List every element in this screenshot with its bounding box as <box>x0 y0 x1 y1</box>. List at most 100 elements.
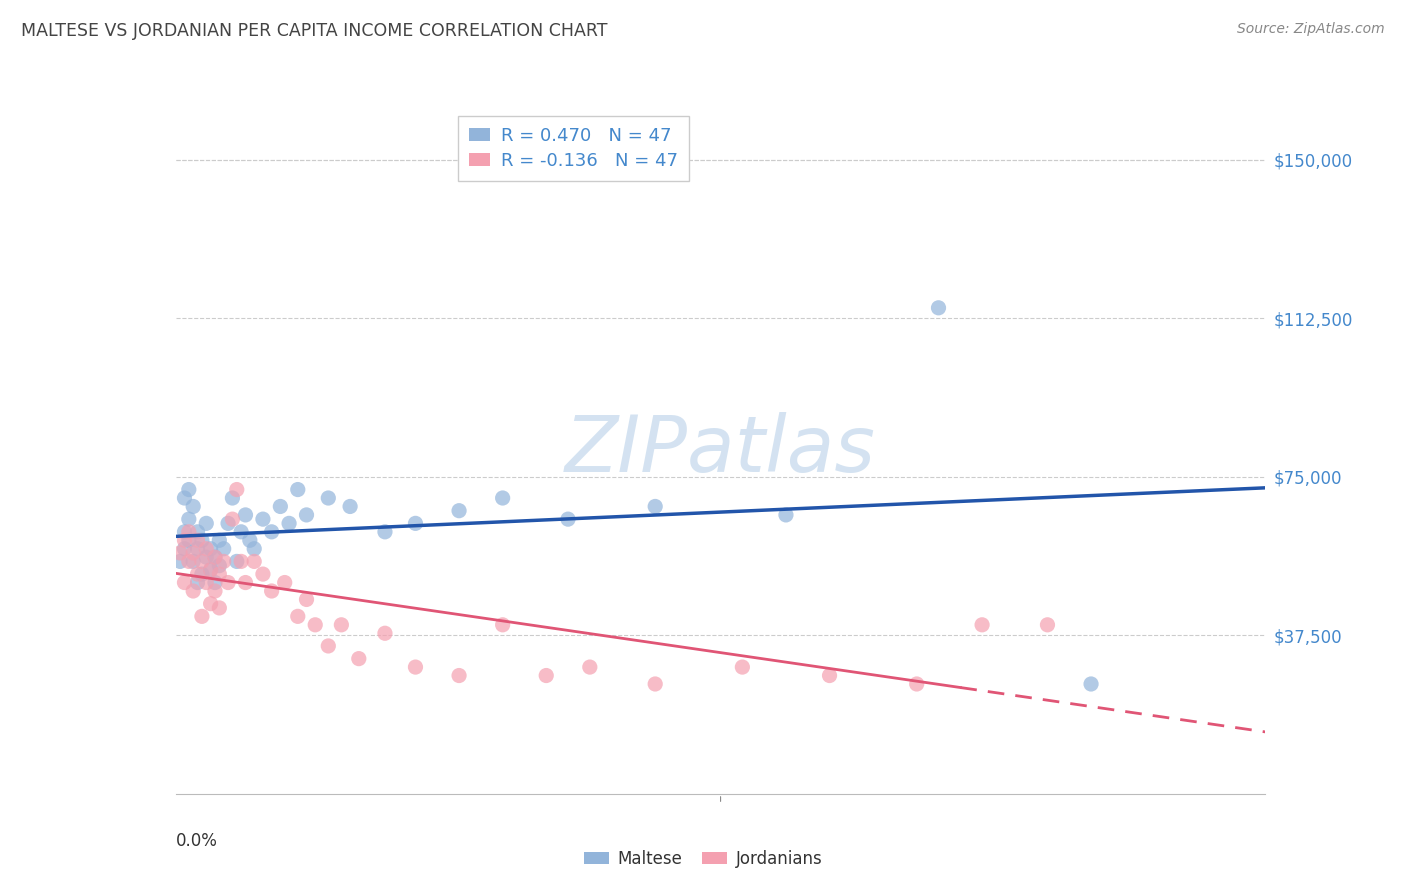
Point <box>200 563 222 577</box>
Point <box>204 550 226 565</box>
Point <box>235 508 257 522</box>
Point <box>304 617 326 632</box>
Point <box>225 483 247 497</box>
Point <box>644 500 666 514</box>
Point <box>221 512 243 526</box>
Point <box>200 541 222 556</box>
Point <box>239 533 262 548</box>
Point <box>644 677 666 691</box>
Point <box>217 516 239 531</box>
Point <box>181 584 204 599</box>
Point <box>208 533 231 548</box>
Point <box>186 567 209 582</box>
Point <box>177 483 200 497</box>
Point <box>195 516 218 531</box>
Point <box>287 609 309 624</box>
Point <box>231 524 253 539</box>
Point <box>221 491 243 505</box>
Text: Source: ZipAtlas.com: Source: ZipAtlas.com <box>1237 22 1385 37</box>
Point <box>186 533 209 548</box>
Point <box>181 500 204 514</box>
Point <box>579 660 602 674</box>
Point <box>374 524 396 539</box>
Text: MALTESE VS JORDANIAN PER CAPITA INCOME CORRELATION CHART: MALTESE VS JORDANIAN PER CAPITA INCOME C… <box>21 22 607 40</box>
Point <box>200 597 222 611</box>
Point <box>557 512 579 526</box>
Text: 0.0%: 0.0% <box>176 831 218 850</box>
Point <box>295 592 318 607</box>
Point <box>731 660 754 674</box>
Point <box>260 584 283 599</box>
Point <box>492 617 515 632</box>
Point <box>191 554 214 568</box>
Point <box>374 626 396 640</box>
Point <box>204 550 226 565</box>
Point <box>186 575 209 590</box>
Point <box>260 524 283 539</box>
Point <box>177 554 200 568</box>
Point <box>905 677 928 691</box>
Point <box>492 491 515 505</box>
Point <box>928 301 950 315</box>
Point <box>173 575 195 590</box>
Point <box>318 639 340 653</box>
Point <box>252 567 274 582</box>
Point <box>339 500 361 514</box>
Point <box>534 668 557 682</box>
Legend: Maltese, Jordanians: Maltese, Jordanians <box>578 844 828 875</box>
Point <box>191 567 214 582</box>
Point <box>405 660 427 674</box>
Point <box>200 563 222 577</box>
Point <box>274 575 297 590</box>
Point <box>177 533 200 548</box>
Point <box>243 541 266 556</box>
Point <box>217 575 239 590</box>
Point <box>330 617 353 632</box>
Point <box>447 504 470 518</box>
Point <box>181 546 204 560</box>
Point <box>970 617 993 632</box>
Point <box>191 533 214 548</box>
Point <box>212 554 235 568</box>
Point <box>208 601 231 615</box>
Point <box>177 524 200 539</box>
Point <box>204 584 226 599</box>
Point <box>231 554 253 568</box>
Point <box>195 541 218 556</box>
Point <box>177 512 200 526</box>
Point <box>173 491 195 505</box>
Point <box>775 508 797 522</box>
Point <box>269 500 291 514</box>
Point <box>173 541 195 556</box>
Point <box>208 558 231 573</box>
Point <box>186 541 209 556</box>
Point <box>169 554 191 568</box>
Legend: R = 0.470   N = 47, R = -0.136   N = 47: R = 0.470 N = 47, R = -0.136 N = 47 <box>458 116 689 181</box>
Point <box>405 516 427 531</box>
Text: ZIPatlas: ZIPatlas <box>565 412 876 489</box>
Point <box>195 550 218 565</box>
Point <box>347 651 370 665</box>
Point <box>1036 617 1059 632</box>
Point <box>235 575 257 590</box>
Point <box>195 575 218 590</box>
Point <box>318 491 340 505</box>
Point <box>818 668 841 682</box>
Point <box>191 609 214 624</box>
Point <box>169 546 191 560</box>
Point <box>287 483 309 497</box>
Point <box>204 575 226 590</box>
Point <box>243 554 266 568</box>
Point <box>208 567 231 582</box>
Point <box>173 524 195 539</box>
Point <box>1080 677 1102 691</box>
Point <box>186 524 209 539</box>
Point <box>252 512 274 526</box>
Point <box>181 554 204 568</box>
Point <box>173 533 195 548</box>
Point <box>278 516 301 531</box>
Point <box>212 541 235 556</box>
Point <box>295 508 318 522</box>
Point <box>225 554 247 568</box>
Point <box>447 668 470 682</box>
